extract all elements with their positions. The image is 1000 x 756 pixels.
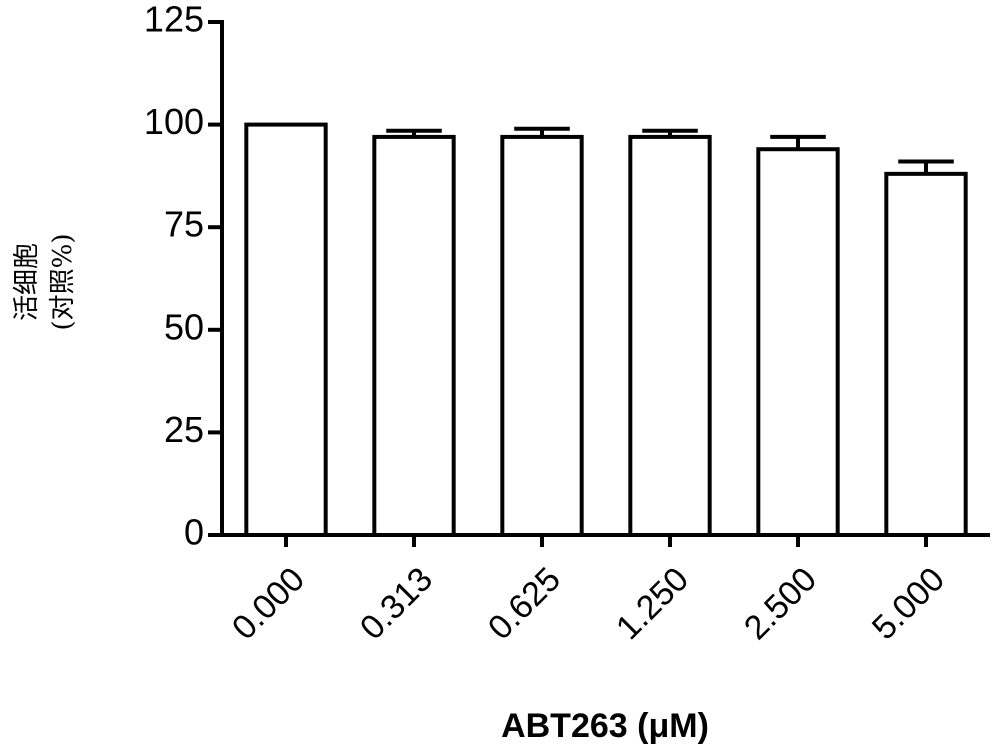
- y-axis-label: 活细胞: [12, 243, 42, 321]
- y-tick-label: 125: [144, 0, 204, 40]
- y-tick-label: 25: [164, 409, 204, 450]
- x-axis-label: ABT263 (μM): [501, 707, 709, 745]
- bar: [500, 134, 584, 538]
- bar: [884, 171, 968, 538]
- x-tick-label: 1.250: [609, 560, 696, 647]
- x-tick-label: 5.000: [865, 560, 952, 647]
- bar: [628, 134, 712, 538]
- y-axis-label: (对照%): [48, 234, 78, 331]
- bar: [244, 122, 328, 537]
- bar: [756, 147, 840, 537]
- y-tick-label: 0: [184, 512, 204, 553]
- x-tick-label: 2.500: [737, 560, 824, 647]
- x-tick-label: 0.313: [353, 560, 440, 647]
- y-tick-label: 100: [144, 101, 204, 142]
- x-tick-label: 0.000: [225, 560, 312, 647]
- x-tick-label: 0.625: [481, 560, 568, 647]
- y-tick-label: 50: [164, 306, 204, 347]
- bar: [372, 134, 456, 538]
- y-tick-label: 75: [164, 204, 204, 245]
